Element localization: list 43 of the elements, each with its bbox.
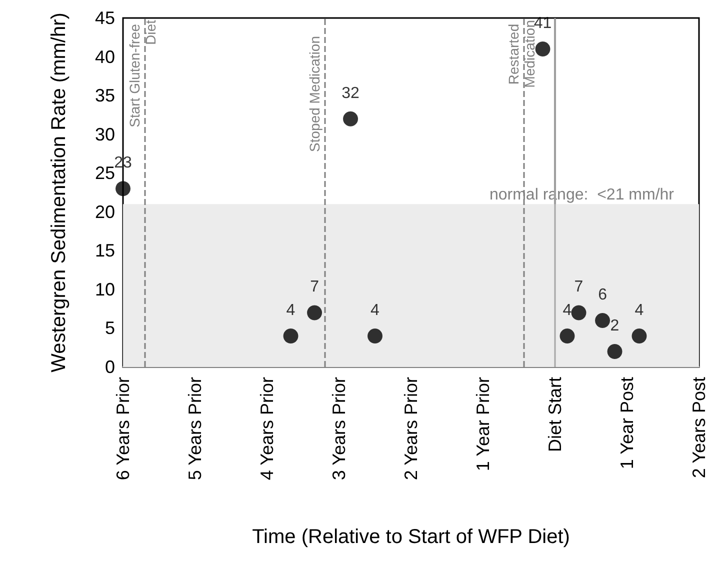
data-label: 32 [342, 84, 360, 102]
x-tick-label: Diet Start [545, 377, 565, 452]
x-tick-label: 2 Years Post [689, 377, 709, 478]
point [595, 312, 610, 328]
y-tick-label: 10 [94, 279, 115, 300]
point [368, 328, 382, 344]
data-label: 7 [574, 278, 584, 296]
y-tick-label: 35 [94, 86, 115, 106]
y-axis-title: Westergren Sedimentation Rate (mm/hr) [48, 12, 70, 372]
y-tick-label: 40 [94, 46, 115, 67]
x-tick-label: 2 Years Prior [401, 376, 421, 480]
point [535, 42, 550, 57]
x-tick-label: 5 Years Prior [185, 376, 205, 480]
point [116, 181, 130, 196]
data-label: 7 [310, 278, 320, 296]
data-label: 6 [598, 286, 608, 304]
ref-line-label: Stoped Medication [306, 36, 323, 152]
point [307, 305, 322, 320]
x-tick-label: 3 Years Prior [329, 376, 349, 480]
y-tick-label: 45 [94, 8, 115, 28]
y-tick-label: 20 [94, 202, 115, 222]
x-tick-label: 1 Year Prior [473, 376, 493, 472]
point [571, 305, 586, 320]
data-label: 2 [610, 317, 620, 334]
ref-line-label: Start Gluten-free Diet [126, 20, 159, 128]
point [632, 328, 647, 344]
y-tick-label: 25 [94, 163, 115, 184]
x-tick-label: 1 Year Post [617, 377, 637, 470]
point [283, 328, 298, 344]
point [607, 344, 622, 359]
y-tick-label: 30 [94, 124, 115, 144]
data-label: 4 [286, 302, 296, 319]
x-tick-label: 4 Years Prior [257, 376, 277, 480]
y-tick-label: 5 [104, 318, 115, 338]
data-label: 4 [562, 302, 572, 319]
point [343, 111, 358, 126]
y-tick-label: 0 [104, 357, 115, 377]
x-tick-label: 6 Years Prior [113, 376, 133, 480]
data-label: 4 [370, 302, 380, 319]
point [560, 328, 575, 344]
y-tick-label: 15 [94, 240, 115, 261]
data-label: 4 [634, 302, 644, 319]
x-axis-title: Time (Relative to Start of WFP Diet) [252, 526, 570, 548]
